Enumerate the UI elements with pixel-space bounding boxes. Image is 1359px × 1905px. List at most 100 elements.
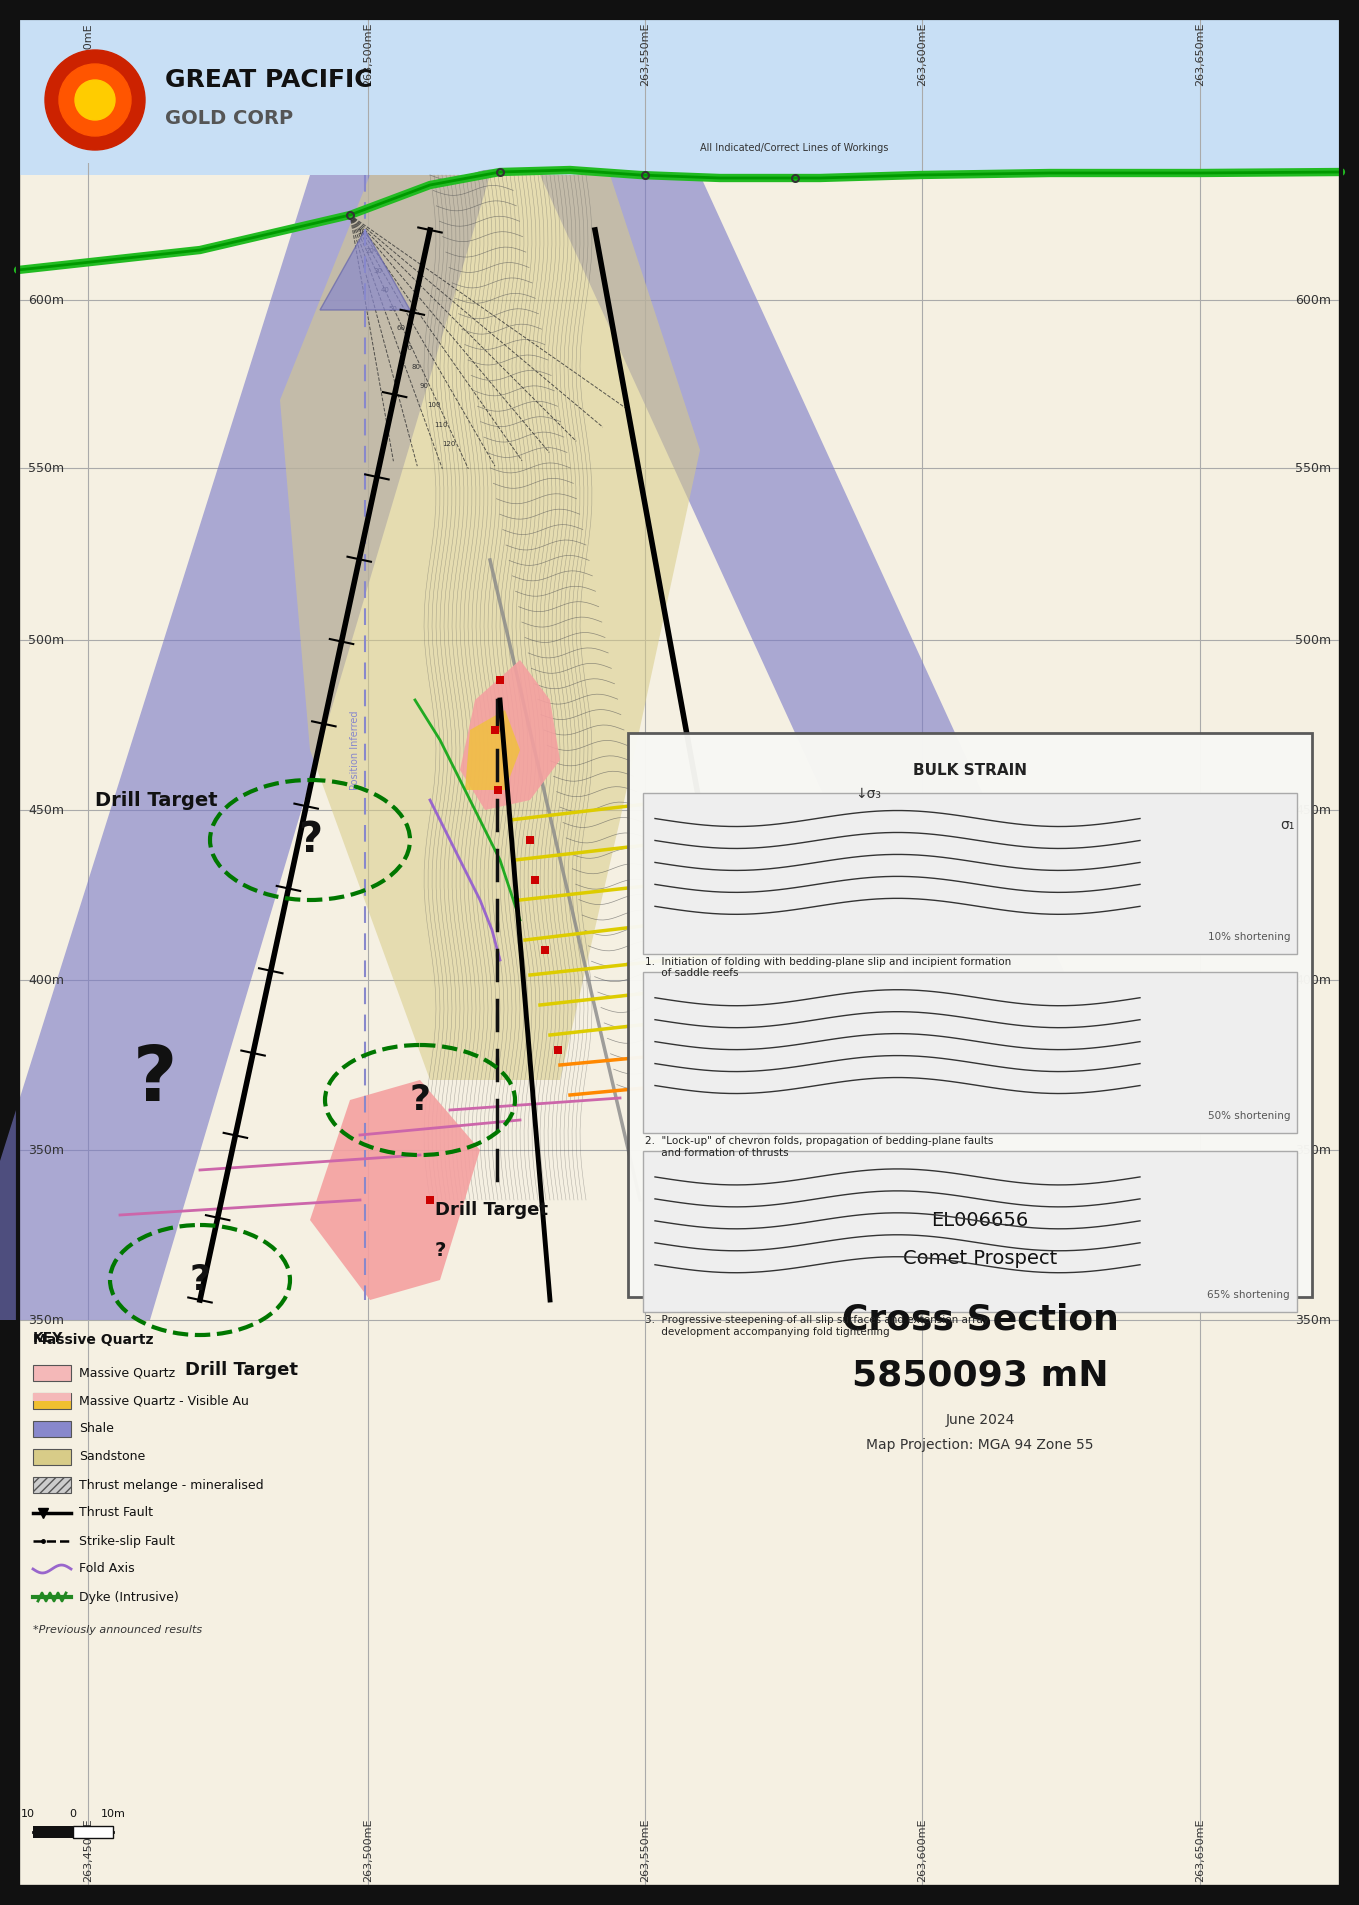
Bar [33,1393,71,1410]
Polygon shape [0,175,491,1320]
Text: 263,650mE: 263,650mE [1195,23,1205,86]
Text: 263,650mE: 263,650mE [1195,1819,1205,1882]
Text: Map Projection: MGA 94 Zone 55: Map Projection: MGA 94 Zone 55 [866,1438,1094,1452]
Text: 350m: 350m [1295,1143,1330,1156]
Text: 500m: 500m [1295,634,1330,646]
Text: 263,450mE: 263,450mE [83,23,92,86]
Bar [33,1476,71,1494]
Text: Massive Quartz: Massive Quartz [33,1334,154,1347]
FancyBboxPatch shape [643,972,1296,1133]
Text: 500m: 500m [29,634,64,646]
Text: 263,600mE: 263,600mE [917,23,927,86]
Text: Strike-slip Fault: Strike-slip Fault [79,1535,175,1547]
Bar [33,1393,71,1400]
Polygon shape [310,1080,480,1299]
Text: Thrust Fault: Thrust Fault [79,1507,154,1520]
Text: 450m: 450m [29,804,64,817]
Text: GOLD CORP: GOLD CORP [164,109,294,128]
Text: ?: ? [298,819,322,861]
Text: Cross Section: Cross Section [841,1303,1118,1337]
Text: σ₁: σ₁ [1280,817,1295,832]
Text: 120: 120 [442,440,455,448]
Text: 10% shortening: 10% shortening [1208,932,1290,941]
Text: ↓σ₃: ↓σ₃ [855,787,881,800]
Bar [33,1366,71,1381]
Text: June 2024: June 2024 [946,1414,1015,1427]
Text: Fold Axis: Fold Axis [79,1562,135,1575]
Text: 65% shortening: 65% shortening [1207,1290,1290,1301]
Text: 350m: 350m [29,1143,64,1156]
Text: ?: ? [133,1044,177,1116]
Text: 263,500mE: 263,500mE [363,23,372,86]
Polygon shape [459,659,560,810]
Text: 50% shortening: 50% shortening [1208,1111,1290,1120]
Text: 1.  Initiation of folding with bedding-plane slip and incipient formation
     o: 1. Initiation of folding with bedding-pl… [646,956,1011,979]
Text: 400m: 400m [29,973,64,987]
Text: 80: 80 [412,364,420,370]
Polygon shape [319,231,410,311]
Text: All Indicated/Correct Lines of Workings: All Indicated/Correct Lines of Workings [700,143,889,152]
Text: Thrust melange - mineralised: Thrust melange - mineralised [79,1478,264,1492]
Text: Drill Target: Drill Target [435,1200,548,1219]
Text: 2.  "Lock-up" of chevron folds, propagation of bedding-plane faults
     and for: 2. "Lock-up" of chevron folds, propagati… [646,1135,993,1158]
Text: 263,600mE: 263,600mE [917,1819,927,1882]
Text: 10: 10 [20,1810,35,1819]
Text: 20: 20 [366,248,374,255]
FancyBboxPatch shape [643,792,1296,954]
Circle shape [75,80,116,120]
Text: 3.  Progressive steepening of all slip surfaces and extension array
     develop: 3. Progressive steepening of all slip su… [646,1314,989,1337]
Text: 350m: 350m [29,1314,64,1326]
Text: *Previously announced results: *Previously announced results [33,1625,202,1634]
Text: 70: 70 [404,345,413,351]
Text: KEY: KEY [33,1332,64,1345]
Bar [33,1827,73,1838]
Text: Drill Target: Drill Target [185,1360,298,1379]
Text: 400m: 400m [1295,973,1330,987]
Text: 110: 110 [435,421,448,427]
Text: 450m: 450m [1295,804,1330,817]
Polygon shape [540,175,1099,1050]
Bar [33,1421,71,1436]
Polygon shape [280,175,700,1080]
Text: 90: 90 [419,383,428,389]
Text: Dyke (Intrusive): Dyke (Intrusive) [79,1591,179,1604]
FancyBboxPatch shape [643,1151,1296,1313]
Text: Sandstone: Sandstone [79,1450,145,1463]
Bar [33,1450,71,1465]
Text: ?: ? [409,1084,431,1116]
Text: Position Inferred: Position Inferred [351,711,360,791]
Text: Shale: Shale [79,1423,114,1436]
Text: 10m: 10m [101,1810,125,1819]
Text: 60: 60 [397,326,405,331]
Text: ?: ? [189,1263,211,1297]
Text: GREAT PACIFIC: GREAT PACIFIC [164,69,372,91]
Polygon shape [465,711,520,791]
Text: Massive Quartz: Massive Quartz [79,1366,175,1379]
Text: 550m: 550m [1295,461,1330,474]
Bar [18,17,1341,175]
Circle shape [58,65,130,135]
Text: Massive Quartz - Visible Au: Massive Quartz - Visible Au [79,1394,249,1408]
Text: 263,500mE: 263,500mE [363,1819,372,1882]
Text: 350m: 350m [1295,1314,1330,1326]
Text: BULK STRAIN: BULK STRAIN [913,764,1027,777]
Text: 600m: 600m [1295,293,1330,307]
Text: Drill Target: Drill Target [95,791,217,810]
Text: 263,450mE: 263,450mE [83,1819,92,1882]
Bar [18,17,348,164]
Text: 263,550mE: 263,550mE [640,1819,650,1882]
Text: 30: 30 [374,269,382,274]
Circle shape [45,50,145,150]
Text: 550m: 550m [29,461,64,474]
Text: 600m: 600m [29,293,64,307]
Text: 5850093 mN: 5850093 mN [852,1358,1109,1393]
Text: ?: ? [435,1240,446,1259]
Text: 50: 50 [389,307,397,312]
Text: 40: 40 [381,288,390,293]
Text: 263,550mE: 263,550mE [640,23,650,86]
Text: 100: 100 [427,402,440,408]
Text: 0: 0 [69,1810,76,1819]
Text: Comet Prospect: Comet Prospect [902,1248,1057,1267]
Bar [73,1827,113,1838]
Text: 10: 10 [357,229,367,234]
